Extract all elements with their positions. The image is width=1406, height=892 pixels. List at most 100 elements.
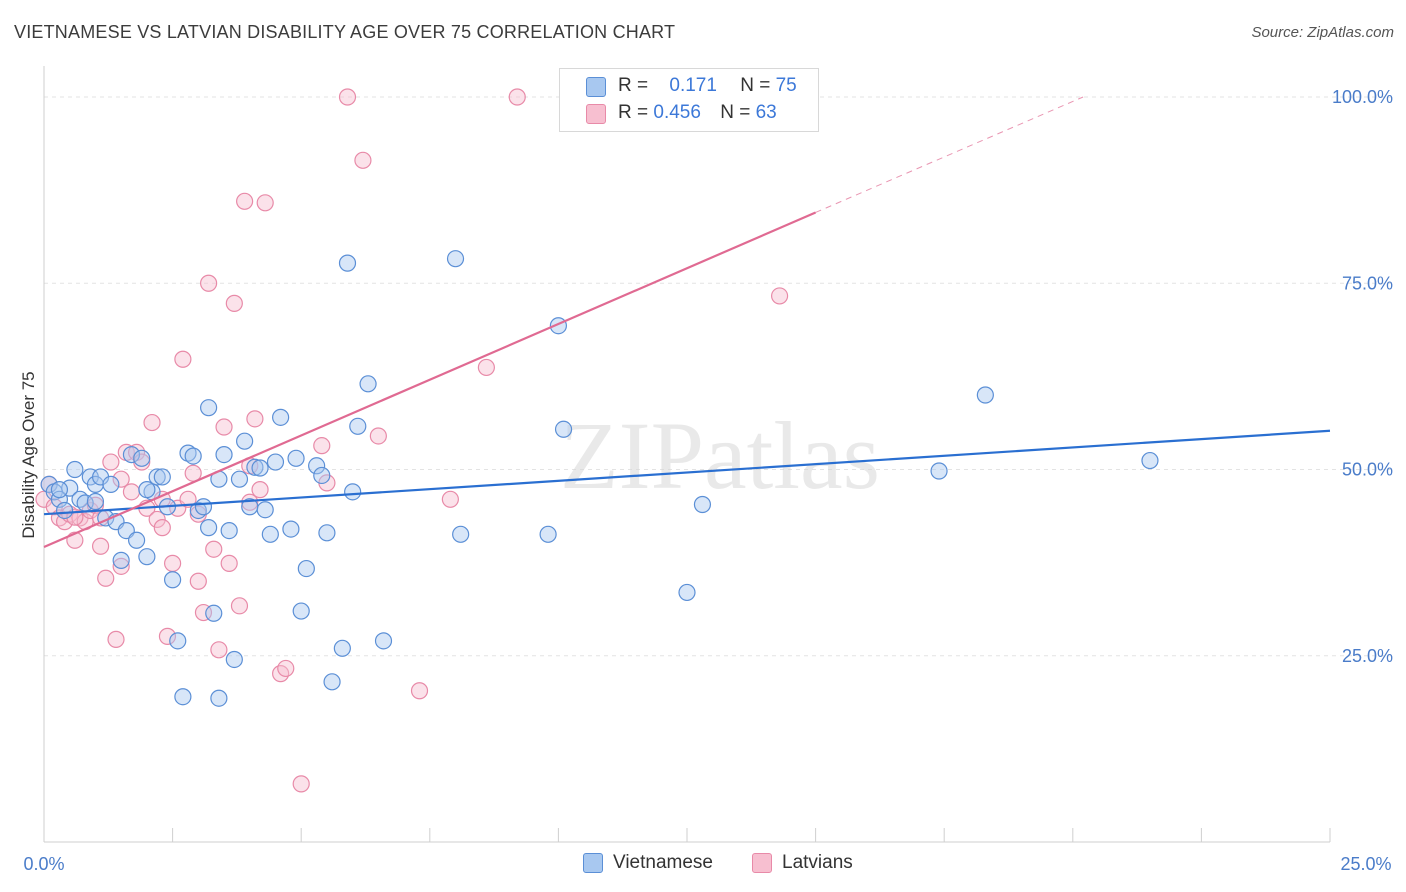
latvians-point (102, 453, 120, 471)
vietnamese-point (102, 475, 120, 493)
vietnamese-point (179, 444, 197, 462)
vietnamese-point (246, 458, 264, 476)
trend-lines (43, 96, 1331, 548)
latvians-point (354, 151, 372, 169)
latvians-point (179, 490, 197, 508)
latvians-point (174, 350, 192, 368)
latvians-point (251, 481, 269, 499)
legend-n-label: N = (740, 75, 771, 96)
vietnamese-point (318, 524, 336, 542)
latvians-point (97, 569, 115, 587)
vietnamese-point (215, 446, 233, 464)
latvians-point (236, 192, 254, 210)
legend-n-label: N = (720, 102, 751, 123)
vietnamese-point (133, 449, 151, 467)
vietnamese-point (282, 520, 300, 538)
chart-title: VIETNAMESE VS LATVIAN DISABILITY AGE OVE… (14, 22, 676, 42)
vietnamese-points (40, 250, 1159, 707)
legend-n-value: 63 (755, 102, 777, 123)
vietnamese-swatch (586, 77, 606, 97)
legend-r-label: R = (618, 102, 649, 123)
latvians-point (441, 490, 459, 508)
vietnamese-point (225, 650, 243, 669)
y-axis-label: Disability Age Over 75 (19, 371, 38, 538)
vietnamese-point (452, 525, 470, 543)
vietnamese-point (66, 460, 84, 479)
latvians-point (205, 540, 223, 558)
latvians-point (225, 294, 243, 312)
vietnamese-swatch (583, 853, 603, 873)
grid-lines (44, 96, 1394, 657)
vietnamese-point (205, 604, 223, 622)
x-tick-label: 25.0% (1340, 854, 1391, 874)
vietnamese-point (446, 250, 465, 268)
vietnamese-point (256, 501, 274, 519)
vietnamese-point (323, 673, 341, 691)
latvians-point (158, 627, 177, 645)
vietnamese-point (112, 551, 130, 569)
vietnamese-point (122, 446, 141, 464)
latvians-point (338, 88, 357, 106)
latvians-point (148, 510, 166, 529)
vietnamese-point (539, 525, 557, 543)
latvians-point (220, 554, 238, 572)
vietnamese-point (1141, 451, 1159, 470)
vietnamese-point (138, 481, 156, 499)
vietnamese-point (169, 632, 187, 650)
latvians-point (272, 665, 290, 683)
vietnamese-point (236, 432, 254, 450)
vietnamese-point (693, 495, 712, 514)
vietnamese-point (292, 602, 310, 620)
vietnamese-point (313, 466, 331, 485)
latvians-point (277, 659, 295, 678)
latvians-point (215, 418, 233, 436)
vietnamese-point (374, 632, 393, 650)
legend-r-label: R = (618, 75, 649, 96)
vietnamese-point (50, 481, 69, 499)
latvians-point (153, 519, 171, 537)
y-tick-label: 75.0% (1342, 273, 1393, 293)
latvians-point (770, 287, 789, 305)
vietnamese-point (930, 462, 948, 480)
latvians-point (477, 358, 495, 377)
latvians-swatch (752, 853, 772, 873)
correlation-legend: R = 0.171 N = 75 R = 0.456 N = 63 (559, 68, 819, 132)
latvians-point (107, 630, 125, 648)
legend-r-value: 0.456 (653, 102, 701, 123)
latvians-point (230, 597, 249, 615)
vietnamese-point (297, 559, 315, 578)
vietnamese-point (338, 254, 357, 272)
vietnamese-point (251, 459, 269, 477)
vietnamese-point (678, 583, 696, 602)
latvians-point (313, 437, 331, 455)
latvians-point (122, 483, 141, 501)
vietnamese-point (153, 468, 171, 486)
vietnamese-point (86, 492, 105, 511)
vietnamese-point (976, 386, 994, 404)
latvians-point (410, 682, 429, 700)
watermark: ZIPatlas (560, 402, 880, 509)
vietnamese-point (220, 521, 238, 540)
latvians-trend-extension (815, 96, 1084, 213)
vietnamese-point (200, 519, 218, 537)
y-tick-label: 25.0% (1342, 646, 1393, 666)
vietnamese-point (344, 483, 362, 501)
latvians-point (143, 413, 161, 432)
vietnamese-point (148, 468, 166, 486)
latvians-point (200, 274, 218, 292)
bottom-legend-vietnamese-label: Vietnamese (613, 852, 713, 873)
axes (43, 66, 1331, 843)
vietnamese-point (127, 531, 146, 549)
latvians-point (508, 88, 526, 106)
vietnamese-point (194, 498, 213, 516)
legend-n-value: 75 (775, 75, 797, 96)
y-tick-label: 100.0% (1332, 87, 1393, 107)
latvians-point (86, 496, 105, 514)
vietnamese-point (50, 490, 69, 508)
vietnamese-point (308, 457, 326, 475)
legend-r-value: 0.171 (669, 75, 717, 96)
vietnamese-point (287, 449, 305, 467)
y-tick-label: 50.0% (1342, 460, 1393, 480)
latvians-point (246, 410, 264, 428)
